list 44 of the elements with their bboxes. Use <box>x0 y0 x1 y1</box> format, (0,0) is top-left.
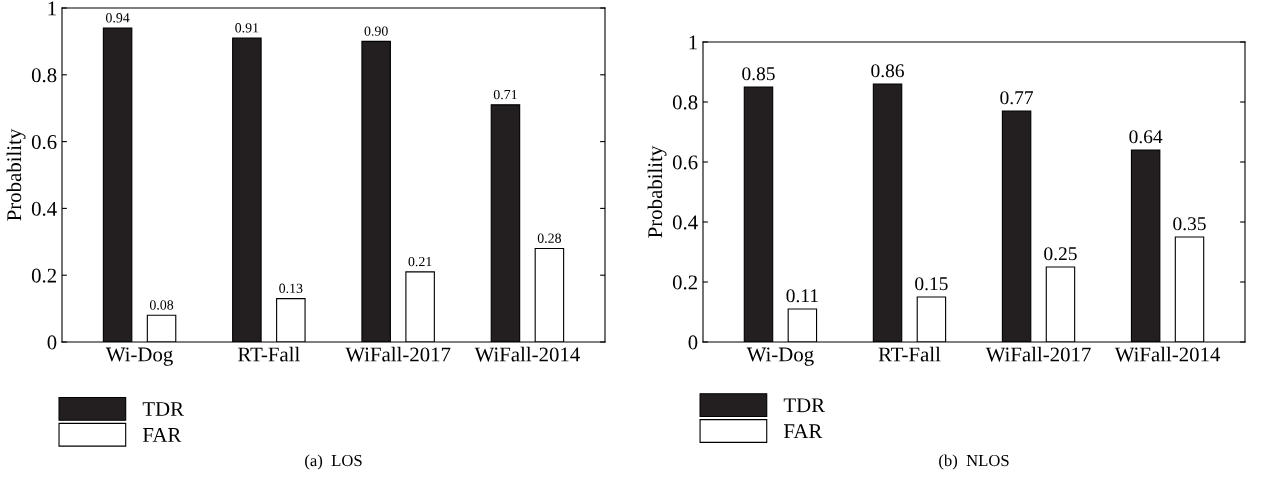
data-label: 0.77 <box>1000 91 1034 105</box>
y-axis-title: Probability <box>6 128 26 221</box>
data-label: 0.15 <box>915 277 948 291</box>
data-label: 0.13 <box>279 283 303 294</box>
y-tick-label: 0.4 <box>672 215 698 230</box>
x-tick-label: WiFall-2014 <box>474 346 580 362</box>
y-tick-label: 0.2 <box>672 275 697 290</box>
y-tick-label: 0.6 <box>672 155 698 170</box>
data-label: 0.35 <box>1173 217 1206 231</box>
data-label: 0.91 <box>235 23 259 33</box>
data-label: 0.21 <box>408 256 432 267</box>
x-tick-label: WiFall-2017 <box>985 346 1091 362</box>
data-label: 0.64 <box>1129 130 1163 144</box>
y-tick-label: 1 <box>48 1 56 16</box>
data-label: 0.94 <box>105 13 130 23</box>
data-label: 0.11 <box>786 289 818 303</box>
data-label: 0.08 <box>149 300 174 310</box>
y-tick-label: 0.4 <box>31 201 57 216</box>
x-tick-label: RT-Fall <box>878 346 941 362</box>
data-label: 0.25 <box>1044 247 1077 261</box>
legend-label: TDR <box>142 402 184 416</box>
y-tick-label: 1 <box>689 35 697 50</box>
y-tick-label: 0.8 <box>672 95 698 110</box>
legend-label: FAR <box>784 424 823 438</box>
legend-label: TDR <box>783 398 826 413</box>
y-tick-label: 0.6 <box>31 134 57 150</box>
data-label: 0.85 <box>742 67 775 81</box>
y-tick-label: 0 <box>47 335 57 350</box>
x-tick-label: Wi-Dog <box>105 347 173 366</box>
data-label: 0.86 <box>871 64 904 78</box>
y-tick-label: 0.2 <box>31 268 56 283</box>
data-label: 0.90 <box>364 26 388 36</box>
text: (b) NLOS <box>939 454 1009 470</box>
x-tick-label: WiFall-2017 <box>345 346 451 362</box>
y-axis-title: Probability <box>647 145 667 238</box>
data-label: 0.28 <box>537 233 562 243</box>
data-label: 0.71 <box>493 89 517 100</box>
x-tick-label: WiFall-2014 <box>1114 346 1221 362</box>
y-tick-label: 0 <box>688 335 698 350</box>
text: (a) LOS <box>305 454 362 470</box>
legend-label: FAR <box>142 427 182 442</box>
x-tick-label: RT-Fall <box>238 346 300 362</box>
y-tick-label: 0.8 <box>31 68 57 83</box>
x-tick-label: Wi-Dog <box>746 347 814 366</box>
